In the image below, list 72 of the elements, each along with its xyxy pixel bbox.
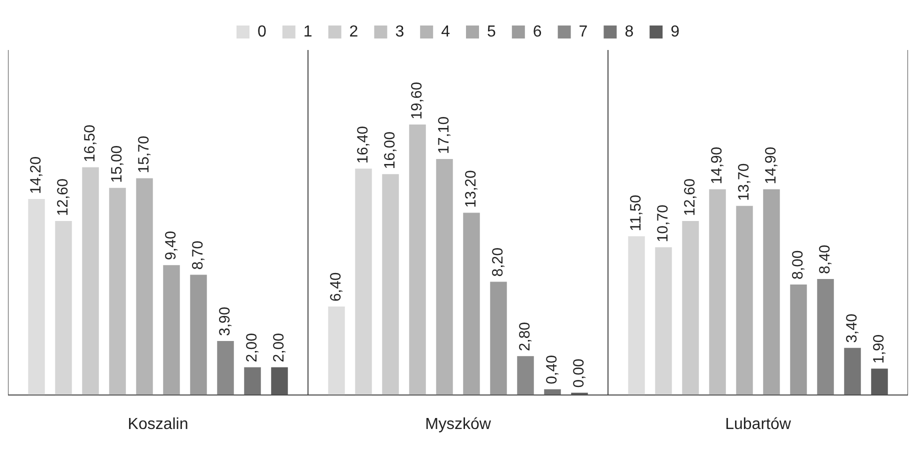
bar bbox=[109, 188, 126, 395]
data-label: 14,90 bbox=[762, 146, 780, 184]
data-label: 17,10 bbox=[436, 116, 453, 154]
data-label: 2,80 bbox=[516, 322, 534, 352]
legend-label: 2 bbox=[349, 23, 358, 40]
data-label: 11,50 bbox=[628, 194, 645, 232]
bar bbox=[709, 189, 726, 395]
legend-label: 6 bbox=[532, 23, 542, 40]
bar bbox=[382, 174, 399, 395]
data-label: 8,40 bbox=[816, 244, 834, 274]
bar bbox=[871, 368, 888, 395]
bar bbox=[82, 167, 99, 395]
bar bbox=[28, 198, 45, 395]
data-label: 3,90 bbox=[216, 306, 234, 336]
bar bbox=[517, 356, 534, 395]
bar bbox=[163, 265, 180, 395]
bar bbox=[190, 274, 207, 395]
data-label: 14,20 bbox=[28, 156, 45, 194]
data-label: 8,00 bbox=[790, 250, 807, 280]
legend-label: 1 bbox=[303, 23, 312, 40]
data-label: 0,00 bbox=[570, 358, 588, 388]
data-label: 0,40 bbox=[544, 355, 561, 384]
data-label: 13,70 bbox=[736, 163, 753, 201]
bar bbox=[355, 168, 372, 395]
data-label: 15,00 bbox=[108, 145, 126, 183]
data-label: 16,40 bbox=[354, 126, 372, 164]
data-label: 12,60 bbox=[54, 178, 72, 216]
bar bbox=[544, 389, 561, 395]
data-label: 19,60 bbox=[408, 82, 426, 120]
bar bbox=[55, 221, 72, 395]
bar bbox=[763, 189, 780, 395]
data-label: 2,00 bbox=[244, 333, 261, 362]
bar bbox=[682, 221, 699, 395]
data-label: 10,70 bbox=[654, 204, 672, 242]
data-label: 8,70 bbox=[190, 240, 207, 270]
bar bbox=[409, 124, 426, 395]
data-label: 14,90 bbox=[708, 146, 726, 184]
data-label: 15,70 bbox=[136, 136, 153, 174]
data-label: 6,40 bbox=[328, 272, 345, 302]
bar bbox=[655, 247, 672, 395]
legend-label: 9 bbox=[670, 23, 680, 40]
data-label: 3,40 bbox=[844, 314, 861, 343]
x-tick-label: Myszków bbox=[425, 416, 492, 433]
bar bbox=[328, 306, 345, 395]
x-tick-label: Koszalin bbox=[128, 416, 188, 433]
bar bbox=[136, 178, 153, 395]
legend-label: 7 bbox=[578, 23, 588, 40]
data-label: 12,60 bbox=[682, 178, 699, 216]
data-label: 16,00 bbox=[382, 132, 399, 170]
legend-label: 3 bbox=[395, 23, 404, 40]
bar bbox=[463, 212, 480, 395]
bar bbox=[736, 206, 753, 395]
x-tick-label: Lubartów bbox=[725, 416, 792, 433]
bar bbox=[244, 367, 261, 395]
data-label: 1,90 bbox=[870, 334, 888, 364]
legend-label: 0 bbox=[258, 23, 267, 40]
data-label: 16,50 bbox=[82, 124, 99, 162]
bar bbox=[490, 282, 507, 395]
bar bbox=[628, 236, 645, 395]
bar bbox=[817, 278, 834, 395]
bar bbox=[436, 158, 453, 395]
data-label: 13,20 bbox=[462, 170, 480, 208]
bar bbox=[844, 348, 861, 395]
data-label: 2,00 bbox=[270, 333, 288, 362]
data-label: 8,20 bbox=[490, 248, 507, 277]
data-label: 9,40 bbox=[162, 230, 180, 260]
legend-label: 5 bbox=[487, 23, 496, 40]
legend-label: 8 bbox=[624, 23, 634, 40]
bar bbox=[271, 367, 288, 395]
bar bbox=[790, 284, 807, 395]
legend-label: 4 bbox=[441, 23, 450, 40]
bar bbox=[217, 341, 234, 395]
